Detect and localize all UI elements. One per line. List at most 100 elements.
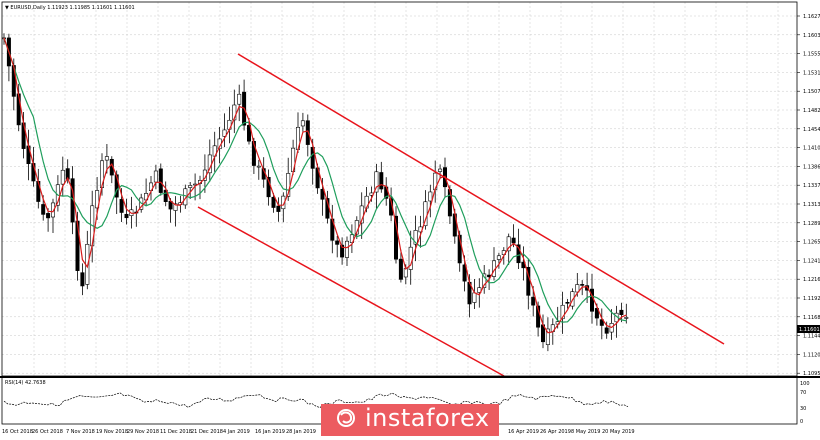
price-tick-label: 1.11200: [803, 352, 820, 358]
price-tick-label: 1.12890: [803, 221, 820, 227]
candle-body: [271, 196, 276, 208]
candle-body: [438, 168, 443, 172]
candle-body: [104, 156, 109, 161]
candle-body: [95, 190, 100, 209]
price-tick-label: 1.14825: [803, 108, 820, 114]
date-tick-label: 11 Dec 2018: [160, 429, 192, 435]
candle-body: [398, 258, 403, 280]
candle-body: [237, 93, 242, 105]
candle-body: [374, 171, 379, 193]
candle-body: [496, 255, 501, 260]
price-tick-label: 1.14545: [803, 127, 820, 133]
date-tick-label: 19 Nov 2018: [96, 429, 128, 435]
rsi-label: RSI(14) 42.7638: [5, 380, 46, 386]
date-axis: 16 Oct 2018 26 Oct 2018 7 Nov 2018 19 Nov 2…: [2, 429, 635, 435]
candle-body: [158, 168, 163, 193]
rsi-line: [3, 392, 629, 408]
price-tick-label: 1.11440: [803, 334, 820, 340]
candle-body: [393, 215, 398, 260]
candle-body: [594, 308, 599, 319]
candle-body: [619, 309, 624, 315]
candle-body: [232, 104, 237, 121]
price-tick-label: 1.11925: [803, 296, 820, 302]
instaforex-logo: instaforex: [321, 404, 499, 436]
date-tick-label: 16 Oct 2018: [2, 429, 33, 435]
candle-body: [153, 170, 158, 183]
current-price-marker: [797, 325, 820, 333]
price-tick-label: 1.15555: [803, 52, 820, 58]
candle-body: [46, 213, 51, 219]
price-tick-label: 1.15310: [803, 70, 820, 76]
rsi-tick-label: 100: [800, 381, 810, 387]
price-tick-label: 1.13375: [803, 183, 820, 189]
candle-body: [188, 185, 193, 188]
price-axis: 1.16275 1.16035 1.15555 1.15310 1.15070 1.148…: [797, 14, 820, 377]
price-tick-label: 1.16035: [803, 33, 820, 39]
candle-body: [340, 244, 345, 258]
price-tick-label: 1.12410: [803, 258, 820, 264]
date-tick-label: 28 Jan 2019: [286, 429, 316, 435]
candle-body: [119, 199, 124, 213]
date-tick-label: 4 Jan 2019: [223, 429, 250, 435]
candle-body: [506, 236, 511, 252]
candle-body: [222, 129, 227, 137]
price-tick-label: 1.10955: [803, 371, 820, 377]
date-tick-label: 29 Nov 2018: [127, 429, 159, 435]
date-tick-label: 21 Dec 2018: [191, 429, 223, 435]
date-tick-label: 16 Jan 2019: [255, 429, 285, 435]
candle-body: [472, 292, 477, 303]
candle-body: [516, 244, 521, 264]
candle-body: [276, 205, 281, 212]
price-tick-label: 1.13860: [803, 164, 820, 170]
candle-body: [560, 304, 565, 320]
candle-body: [511, 237, 516, 244]
rsi-axis: 100 70 30 0: [800, 381, 810, 425]
price-tick-label: 1.11680: [803, 315, 820, 321]
candle-body: [428, 191, 433, 202]
candle-body: [300, 120, 305, 127]
candle-body: [462, 264, 467, 282]
date-tick-label: 26 Apr 2019: [540, 429, 571, 435]
candle-body: [50, 202, 55, 218]
candle-body: [80, 272, 85, 287]
candle-body: [124, 213, 129, 219]
candle-body: [344, 240, 349, 258]
candle-body: [379, 172, 384, 190]
price-tick-label: 1.12650: [803, 240, 820, 246]
price-tick-label: 1.14100: [803, 146, 820, 152]
candle-body: [163, 189, 168, 203]
price-tick-label: 1.13135: [803, 202, 820, 208]
current-price-label: 1.11601: [799, 327, 820, 333]
candle-body: [413, 230, 418, 245]
logo-text: instaforex: [365, 404, 490, 432]
date-tick-label: 20 May 2019: [602, 429, 635, 435]
instaforex-swirl-icon: [337, 409, 355, 427]
rsi-tick-label: 30: [800, 406, 806, 412]
candle-body: [256, 165, 261, 168]
candle-body: [247, 125, 252, 142]
price-tick-label: 1.15070: [803, 89, 820, 95]
candle-body: [60, 169, 65, 185]
channel-upper-line: [237, 53, 725, 345]
date-tick-label: 26 Oct 2018: [32, 429, 63, 435]
date-tick-label: 7 Nov 2018: [66, 429, 95, 435]
candle-body: [457, 234, 462, 264]
rsi-tick-label: 70: [800, 390, 806, 396]
candle-body: [41, 204, 46, 215]
date-tick-label: 8 May 2019: [571, 429, 600, 435]
candle-body: [580, 284, 585, 286]
candle-body: [599, 319, 604, 326]
candle-body: [531, 296, 536, 306]
candle-body: [624, 317, 629, 319]
candle-body: [335, 240, 340, 245]
candle-body: [320, 188, 325, 200]
candle-body: [545, 328, 550, 345]
candle-body: [575, 284, 580, 293]
candle-body: [570, 291, 575, 307]
date-tick-label: 16 Apr 2019: [508, 429, 539, 435]
chart-header: ▼ EURUSD,Daily 1.11923 1.11985 1.11601 1…: [5, 5, 135, 11]
moving-average-fast-line: [3, 37, 627, 334]
candle-body: [565, 302, 570, 304]
